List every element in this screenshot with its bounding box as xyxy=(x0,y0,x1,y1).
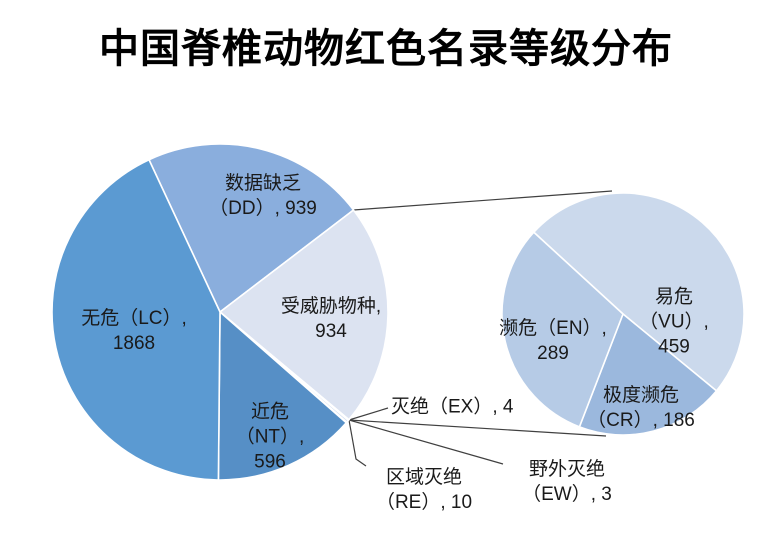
series-line-bottom xyxy=(348,419,607,437)
slice-lc xyxy=(51,158,221,481)
label-lc: 无危（LC）, 1868 xyxy=(81,307,187,354)
label-ex: 灭绝（EX）, 4 xyxy=(391,396,514,418)
leader-line-ex xyxy=(348,407,389,421)
label-en: 濒危（EN）, 289 xyxy=(499,317,607,364)
label-re: 区域灭绝 （RE）, 10 xyxy=(375,466,473,513)
slice-en xyxy=(501,231,624,428)
label-cr: 极度濒危 （CR）, 186 xyxy=(587,384,695,431)
leader-line-ew xyxy=(348,419,504,465)
label-ew: 野外灭绝 （EW）, 3 xyxy=(522,458,612,505)
label-threatened: 受威胁物种, 934 xyxy=(280,295,382,342)
label-vu: 易危（VU）, 459 xyxy=(639,286,709,358)
label-dd: 数据缺乏 （DD）, 939 xyxy=(209,172,317,219)
slice-threatened xyxy=(219,209,389,421)
leader-line-re xyxy=(348,419,367,467)
label-nt: 近危 （NT）, 596 xyxy=(235,401,305,473)
slice-dd xyxy=(148,143,355,313)
series-line-top xyxy=(353,190,613,211)
slice-vu xyxy=(532,192,745,392)
slice-nt xyxy=(217,311,348,481)
slice-cr xyxy=(578,313,718,436)
chart-title: 中国脊椎动物红色名录等级分布 xyxy=(99,27,673,71)
